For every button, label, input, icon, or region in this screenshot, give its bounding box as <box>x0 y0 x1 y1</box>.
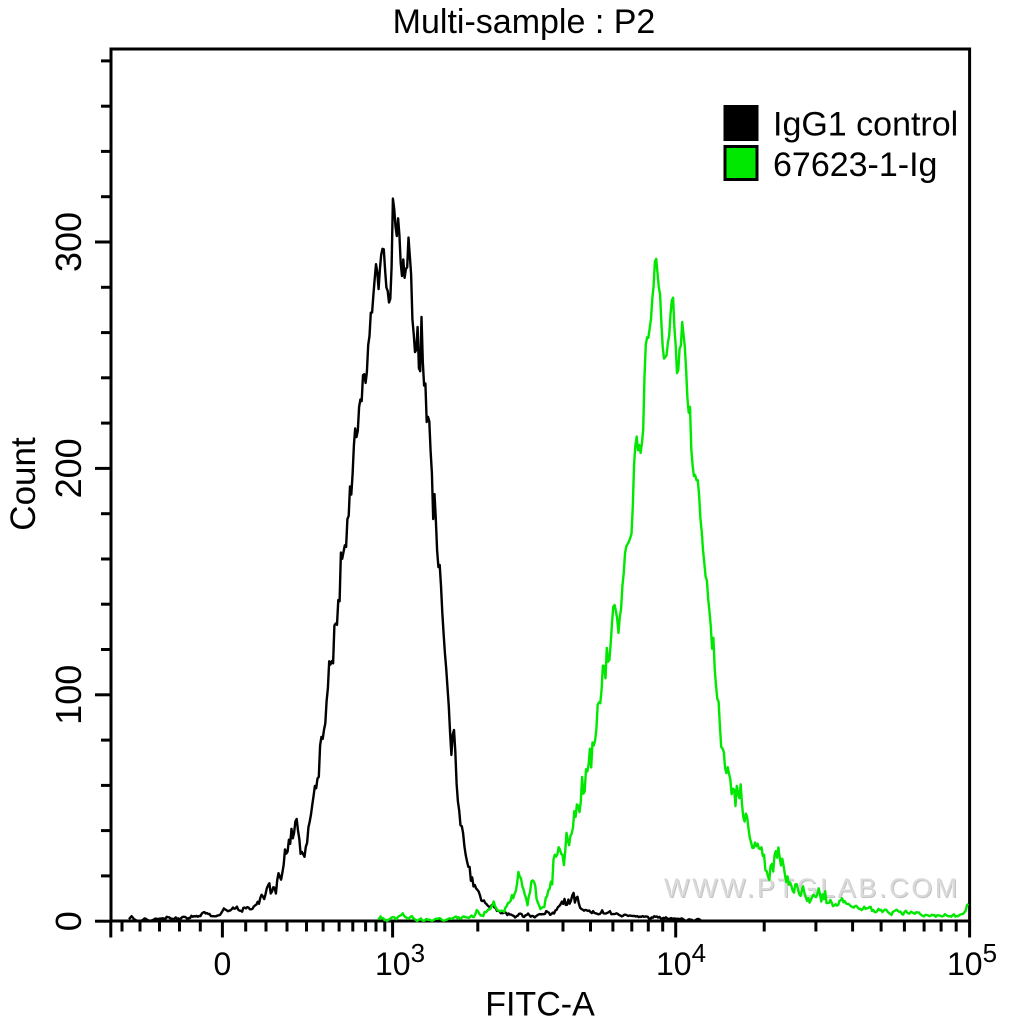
svg-text:Count: Count <box>4 437 43 531</box>
svg-text:WWW.PTGLAB.COM: WWW.PTGLAB.COM <box>663 872 959 902</box>
svg-text:105: 105 <box>947 938 997 982</box>
svg-text:104: 104 <box>656 938 706 982</box>
svg-text:103: 103 <box>375 938 425 982</box>
svg-text:FITC-A: FITC-A <box>485 986 595 1024</box>
svg-text:Multi-sample : P2: Multi-sample : P2 <box>393 3 656 41</box>
svg-text:0: 0 <box>214 946 232 982</box>
svg-text:67623-1-Ig: 67623-1-Ig <box>773 146 937 184</box>
svg-text:0: 0 <box>48 911 89 931</box>
svg-text:IgG1 control: IgG1 control <box>773 106 958 144</box>
svg-text:200: 200 <box>48 438 89 498</box>
svg-text:WWW.PTGLAB.COM: WWW.PTGLAB.COM <box>664 873 960 903</box>
svg-text:300: 300 <box>48 212 89 272</box>
svg-text:100: 100 <box>48 665 89 725</box>
